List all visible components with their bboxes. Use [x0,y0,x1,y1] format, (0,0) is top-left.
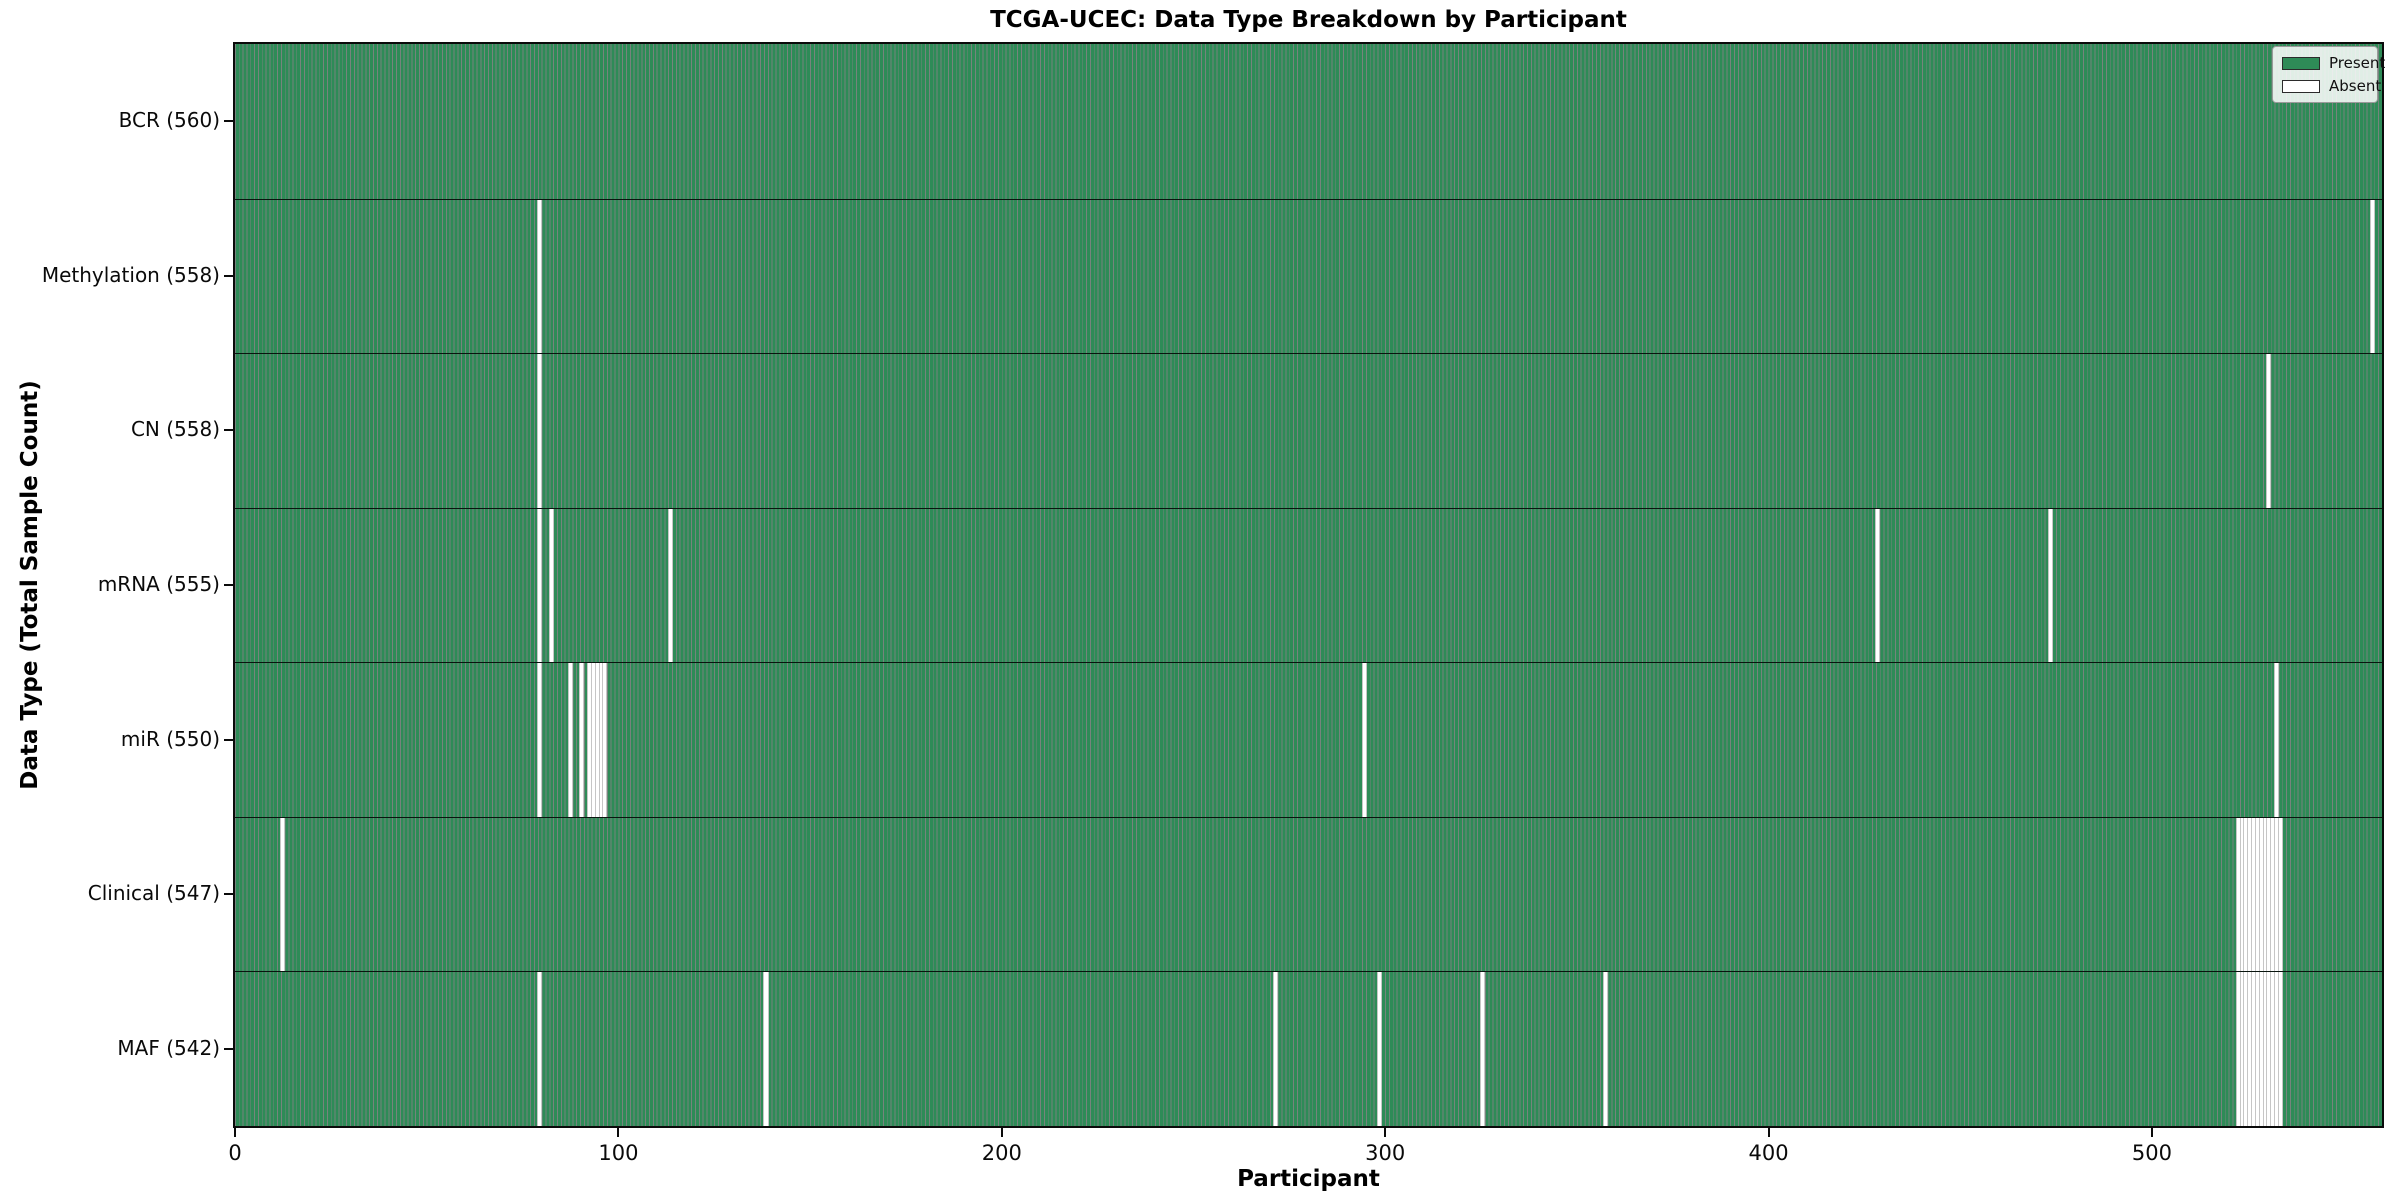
x-tick-label: 500 [2131,1141,2172,1165]
x-tick-mark [1000,1128,1003,1137]
heatmap-row-maf [235,971,2382,1126]
legend-label-present: Present [2329,54,2386,72]
absent-stripe [537,663,543,817]
x-tick-mark [1767,1128,1770,1137]
plot-area [233,42,2384,1128]
heatmap-row-bcr [235,44,2382,199]
absent-stripe [1361,663,1367,817]
y-tick-label-cn: CN (558) [130,417,220,442]
y-tick-label-methylation: Methylation (558) [41,262,220,287]
heatmap-row-cn [235,353,2382,508]
absent-swatch-icon [2282,79,2320,93]
absent-stripe [1480,972,1486,1126]
y-tick-mark [224,120,233,123]
x-tick-mark [2150,1128,2153,1137]
absent-stripe [1875,508,1881,663]
y-tick-label-mrna: mRNA (555) [97,572,220,596]
heatmap-row-mir [235,662,2382,817]
x-tick-label: 200 [981,1141,1022,1165]
heatmap-row-mrna [235,507,2382,663]
x-tick-mark [234,1128,236,1137]
heatmap-row-clinical [235,816,2382,972]
absent-stripe [567,663,573,817]
absent-stripe [667,508,673,663]
y-tick-label-maf: MAF (542) [117,1035,220,1060]
x-tick-label: 400 [1748,1141,1789,1165]
legend: Present Absent [2272,46,2385,103]
absent-stripe [537,354,543,508]
absent-stripe [1376,972,1382,1126]
absent-stripe [2274,663,2280,817]
legend-item-present: Present [2282,54,2385,72]
absent-stripe [2277,972,2283,1126]
present-swatch-icon [2282,56,2320,70]
absent-stripe [2369,199,2375,354]
absent-stripe [537,508,543,663]
absent-stripe [763,972,769,1126]
x-tick-label: 0 [228,1141,242,1165]
absent-stripe [280,817,286,972]
x-tick-mark [617,1128,620,1137]
absent-stripe [1603,972,1609,1126]
x-tick-label: 300 [1365,1141,1406,1165]
absent-stripe [548,508,554,663]
y-tick-mark [224,274,233,277]
y-tick-mark [224,738,233,741]
absent-stripe [602,663,608,817]
absent-stripe [2266,354,2272,508]
x-axis-label: Participant [1237,1166,1380,1192]
y-tick-mark [224,893,233,896]
heatmap-row-methylation [235,198,2382,354]
y-tick-mark [224,584,233,586]
legend-item-absent: Absent [2282,77,2381,95]
absent-stripe [537,199,543,354]
y-tick-mark [224,429,233,432]
y-tick-label-clinical: Clinical (547) [87,881,220,906]
absent-stripe [2277,817,2283,972]
y-tick-label-bcr: BCR (560) [118,108,220,133]
absent-stripe [2047,508,2053,663]
x-tick-label: 100 [598,1141,639,1165]
absent-stripe [537,972,543,1126]
legend-label-absent: Absent [2329,77,2382,95]
y-tick-label-mir: miR (550) [120,726,220,751]
absent-stripe [579,663,585,817]
chart-title: TCGA-UCEC: Data Type Breakdown by Partic… [990,7,1627,33]
y-tick-mark [224,1047,233,1050]
absent-stripe [1273,972,1279,1126]
x-tick-mark [1384,1128,1387,1137]
